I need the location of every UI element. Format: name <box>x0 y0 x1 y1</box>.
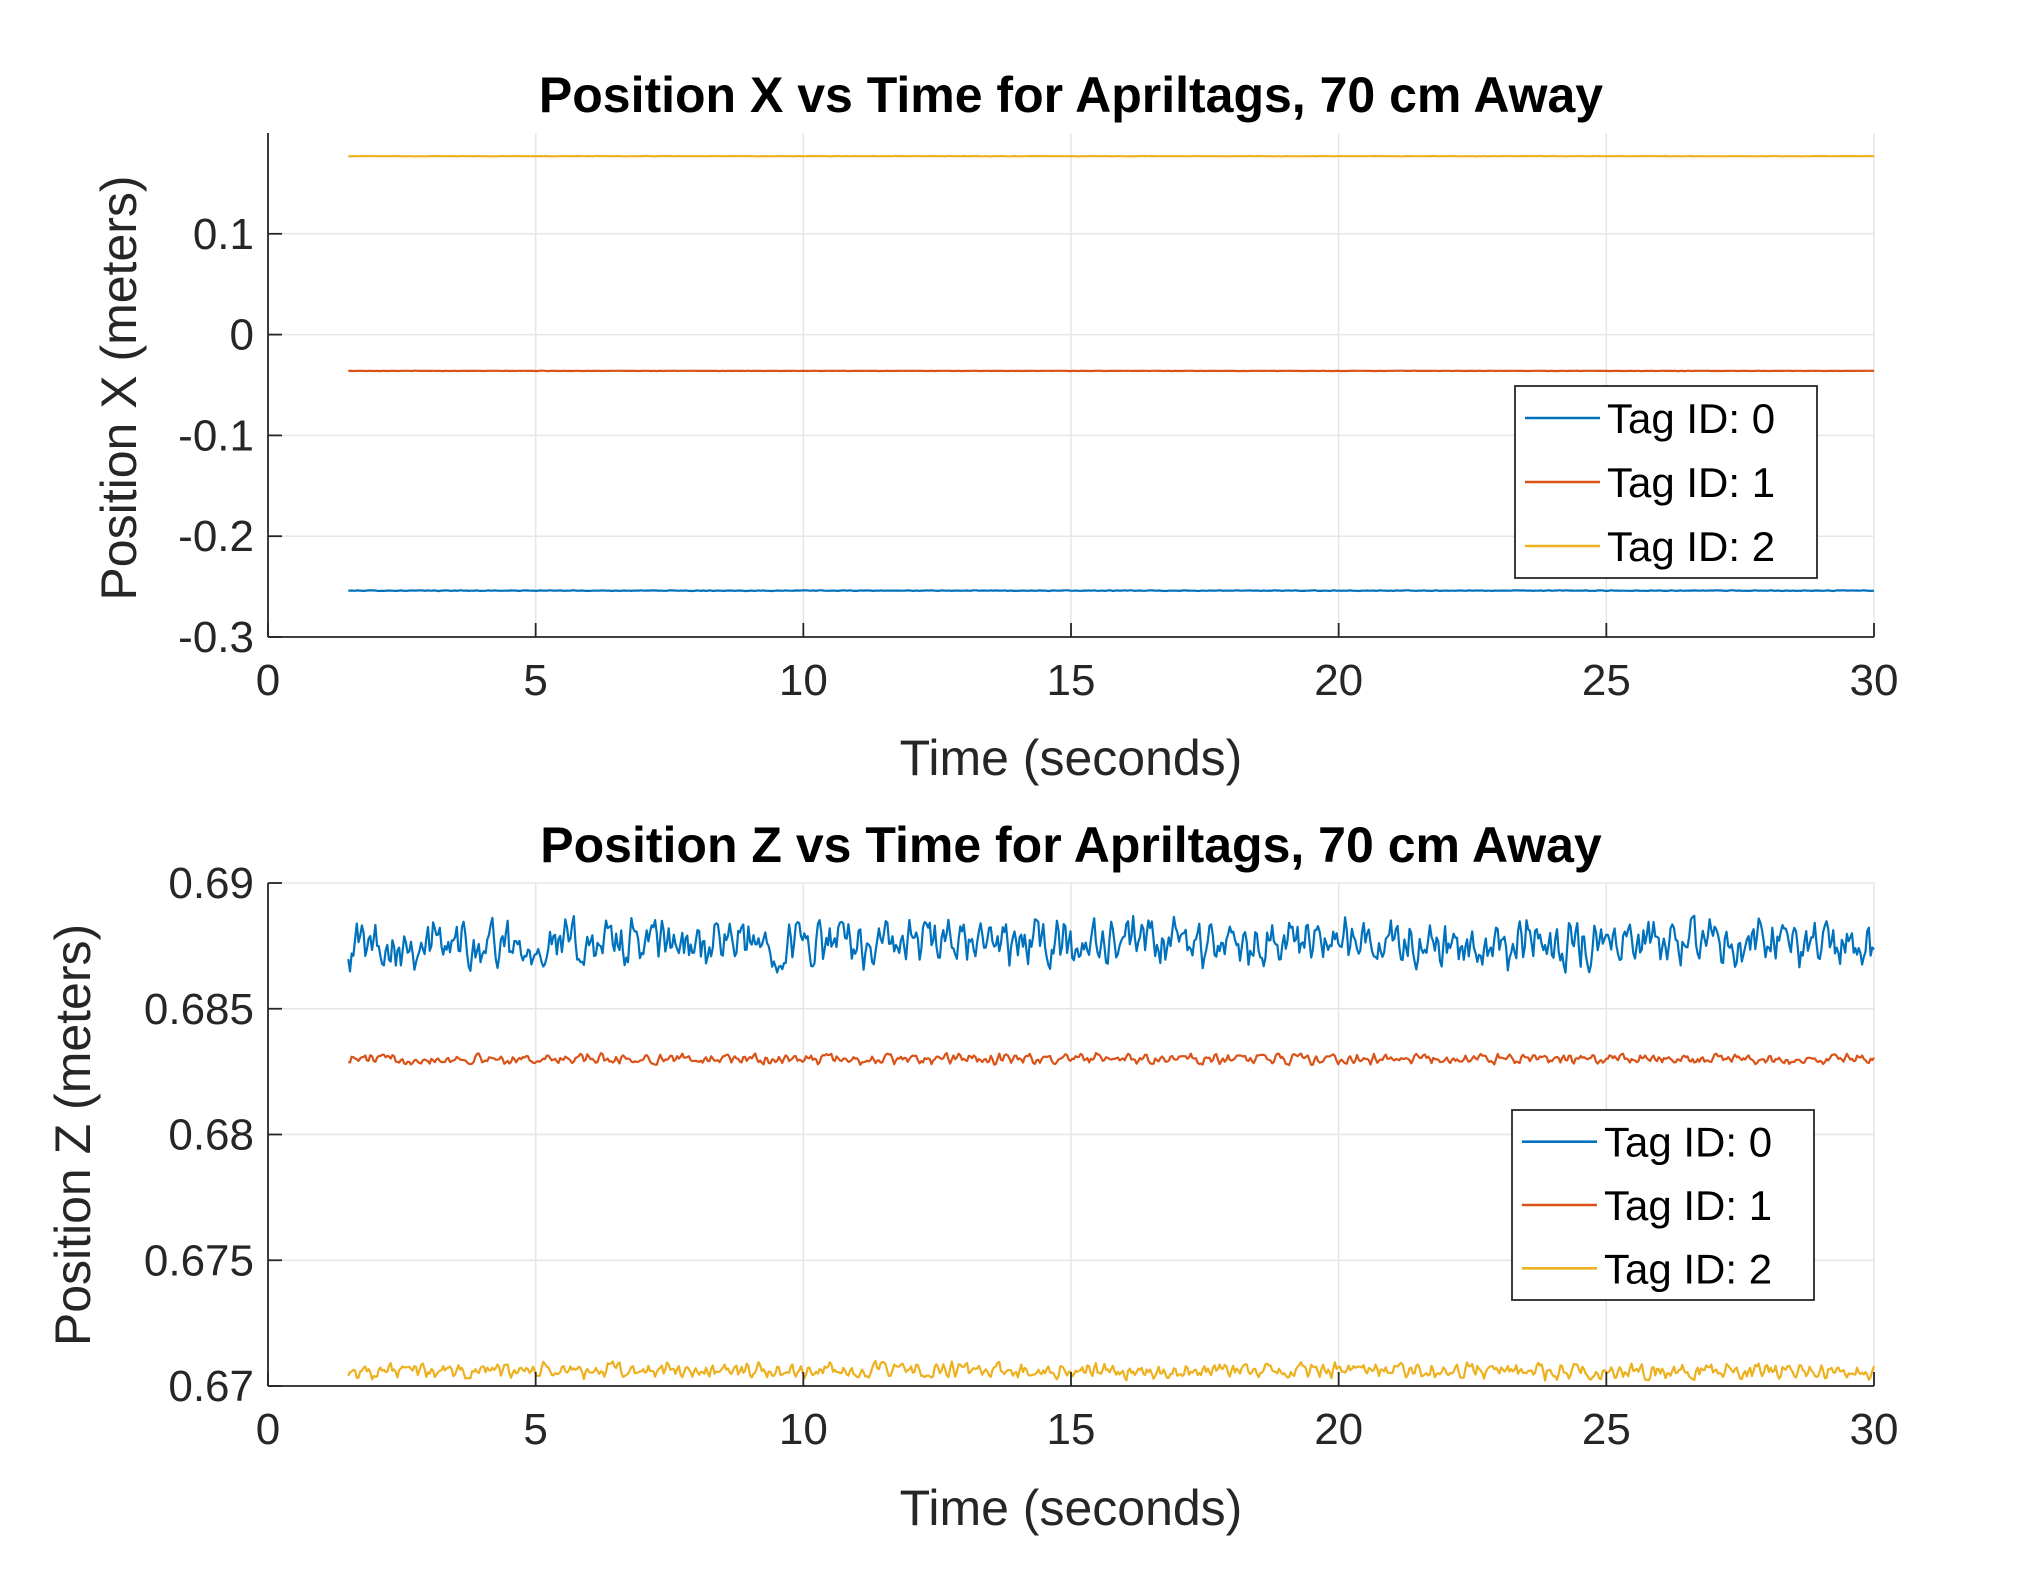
series-line-tag-0 <box>348 590 1874 591</box>
y-tick-label: 0.68 <box>168 1111 254 1160</box>
y-tick-label: -0.2 <box>178 512 254 561</box>
y-axis-label: Position X (meters) <box>91 175 147 600</box>
y-tick-label: 0.685 <box>144 985 254 1034</box>
x-tick-label: 20 <box>1314 1405 1363 1454</box>
series-line-tag-1 <box>348 1053 1874 1065</box>
legend: Tag ID: 0 Tag ID: 1 Tag ID: 2 <box>1515 386 1817 578</box>
series-line-tag-0 <box>348 916 1874 973</box>
chart-title: Position X vs Time for Apriltags, 70 cm … <box>539 67 1603 123</box>
x-tick-label: 10 <box>779 1405 828 1454</box>
y-tick-label: 0.67 <box>168 1362 254 1411</box>
legend-label-tag-1: Tag ID: 1 <box>1607 459 1775 506</box>
x-tick-label: 10 <box>779 656 828 705</box>
x-tick-label: 15 <box>1047 1405 1096 1454</box>
x-tick-label: 5 <box>523 1405 547 1454</box>
x-tick-label: 30 <box>1850 656 1899 705</box>
y-axis-label: Position Z (meters) <box>45 924 101 1346</box>
x-tick-label: 25 <box>1582 1405 1631 1454</box>
chart-panel-position-z: 0 5 10 15 20 25 30 0.67 0.675 0.68 0.685 0.69 Posit… <box>45 817 1898 1536</box>
x-tick-label: 0 <box>256 656 280 705</box>
legend-label-tag-0: Tag ID: 0 <box>1607 395 1775 442</box>
y-tick-label: 0.1 <box>193 210 254 259</box>
x-axis-label: Time (seconds) <box>900 1480 1243 1536</box>
y-tick-label: -0.1 <box>178 411 254 460</box>
chart-panel-position-x: 0 5 10 15 20 25 30 -0.3 -0.2 -0.1 0 0.1 Position X … <box>91 67 1898 786</box>
x-tick-label: 30 <box>1850 1405 1899 1454</box>
y-tick-label: 0.69 <box>168 859 254 908</box>
x-tick-label: 15 <box>1047 656 1096 705</box>
legend-label-tag-2: Tag ID: 2 <box>1604 1245 1772 1292</box>
y-tick-label: -0.3 <box>178 613 254 662</box>
x-tick-label: 5 <box>523 656 547 705</box>
legend-label-tag-1: Tag ID: 1 <box>1604 1182 1772 1229</box>
chart-title: Position Z vs Time for Apriltags, 70 cm … <box>540 817 1602 873</box>
x-tick-label: 0 <box>256 1405 280 1454</box>
y-tick-label: 0.675 <box>144 1236 254 1285</box>
series-line-tag-2 <box>348 1361 1874 1381</box>
legend: Tag ID: 0 Tag ID: 1 Tag ID: 2 <box>1512 1110 1814 1300</box>
x-tick-label: 25 <box>1582 656 1631 705</box>
x-axis-label: Time (seconds) <box>900 730 1243 786</box>
x-tick-label: 20 <box>1314 656 1363 705</box>
y-tick-label: 0 <box>230 311 254 360</box>
legend-label-tag-2: Tag ID: 2 <box>1607 523 1775 570</box>
legend-label-tag-0: Tag ID: 0 <box>1604 1119 1772 1166</box>
